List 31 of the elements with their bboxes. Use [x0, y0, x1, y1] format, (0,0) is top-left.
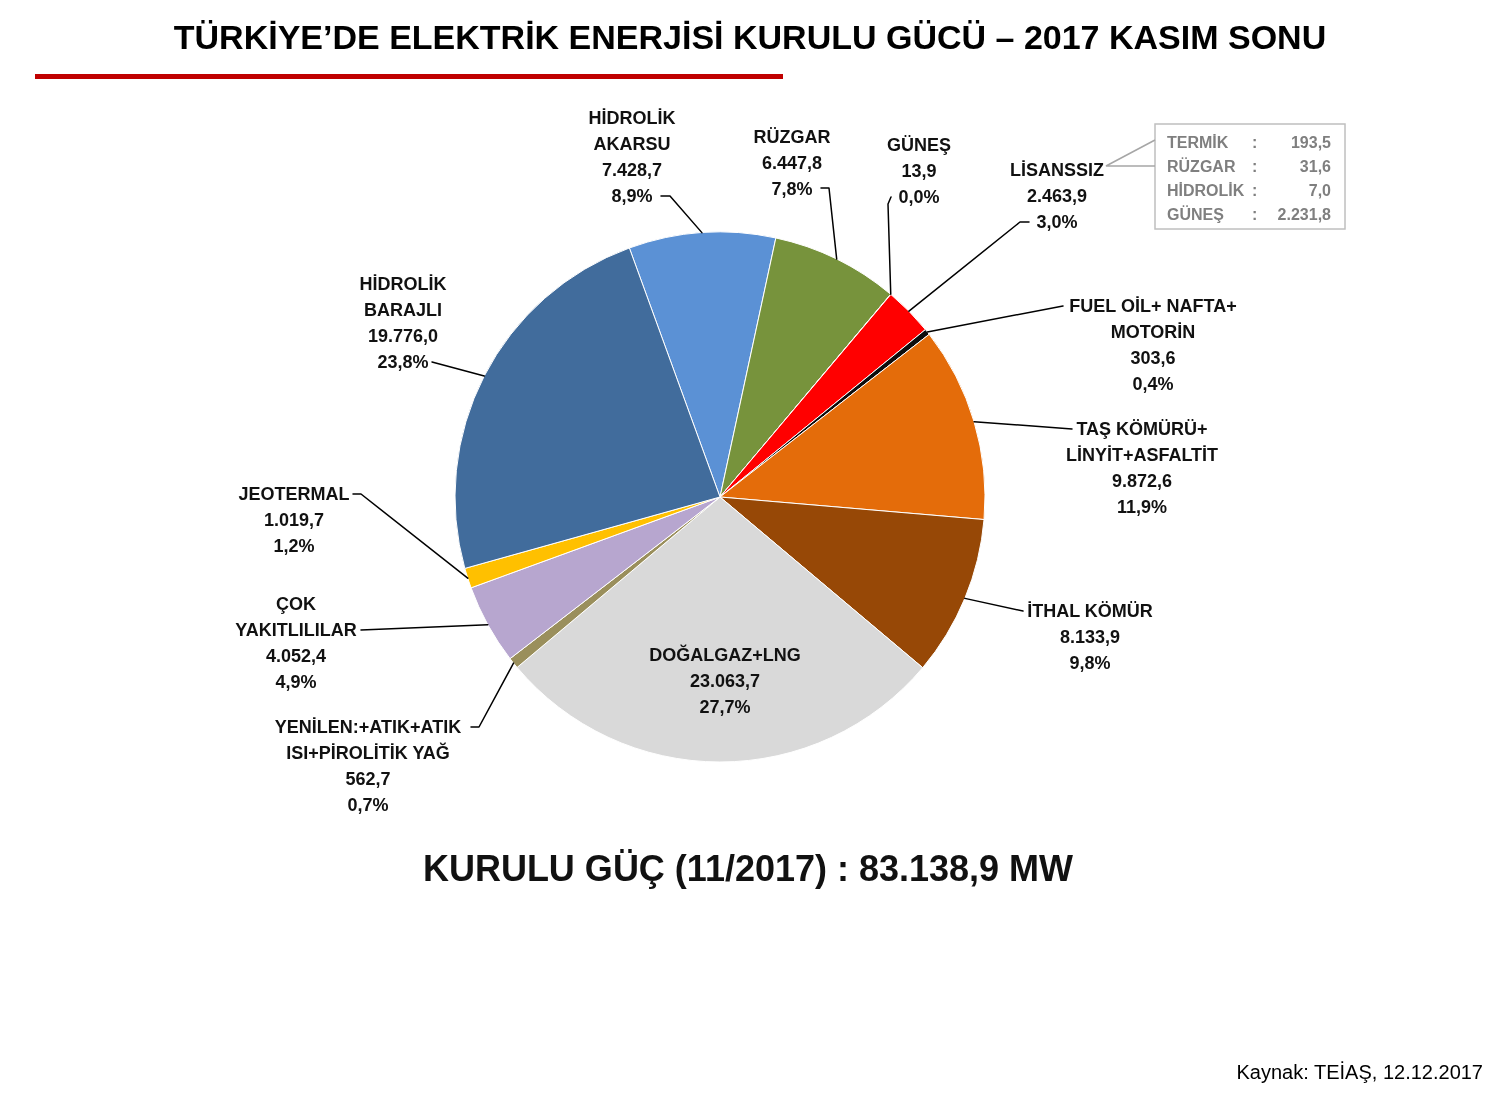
data-label: 2.463,9 3,0%	[1026, 186, 1088, 232]
slice-label: GÜNEŞ	[886, 135, 952, 155]
slice-label: HİDROLİK AKARSU	[588, 108, 676, 154]
slice-label: FUEL OİL+ NAFTA+ MOTORİN	[1069, 296, 1237, 342]
chart-title: TÜRKİYE’DE ELEKTRİK ENERJİSİ KURULU GÜCÜ – 2017 KASIM SONU	[173, 18, 1327, 56]
data-label: 1.019,7 1,2%	[263, 510, 325, 556]
data-label: 19.776,0 23,8%	[367, 326, 439, 372]
data-label: 6.447,8 7,8%	[761, 153, 823, 199]
data-label: 303,6 0,4%	[1130, 348, 1176, 394]
text: KURULU GÜÇ (11/2017) : 83.138,9 MW	[422, 848, 1074, 889]
data-label: 8.133,9 9,8%	[1059, 627, 1121, 673]
text: Kaynak: TEİAŞ, 12.12.2017	[1236, 1061, 1483, 1083]
data-label: 4.052,4 4,9%	[265, 646, 327, 692]
slice-label: TAŞ KÖMÜRÜ+ LİNYİT+ASFALTİT	[1065, 419, 1219, 465]
data-label: 562,7 0,7%	[345, 769, 391, 815]
slice-label: DOĞALGAZ+LNG	[649, 644, 801, 665]
slice-label: LİSANSSIZ	[1009, 160, 1105, 180]
text: TERMİK : 193,5	[1167, 134, 1331, 151]
slice-label: HİDROLİK BARAJLI	[359, 274, 447, 320]
slice-label: YENİLEN:+ATIK+ATIK ISI+PİROLİTİK YAĞ	[274, 717, 462, 763]
data-label: 13,9 0,0%	[898, 161, 940, 207]
slice-label: ÇOK YAKITLILILAR	[235, 594, 357, 640]
data-label: 9.872,6 11,9%	[1111, 471, 1173, 517]
slice-label: İTHAL KÖMÜR	[1027, 601, 1153, 621]
text: GÜNEŞ : 2.231,8	[1167, 206, 1331, 223]
slice-label: JEOTERMAL	[238, 484, 350, 504]
data-label: 7.428,7 8,9%	[601, 160, 663, 206]
text: HİDROLİK : 7,0	[1167, 182, 1331, 199]
text: RÜZGAR : 31,6	[1167, 158, 1331, 175]
slice-label: RÜZGAR	[753, 127, 831, 147]
data-label: 23.063,7 27,7%	[689, 671, 761, 717]
